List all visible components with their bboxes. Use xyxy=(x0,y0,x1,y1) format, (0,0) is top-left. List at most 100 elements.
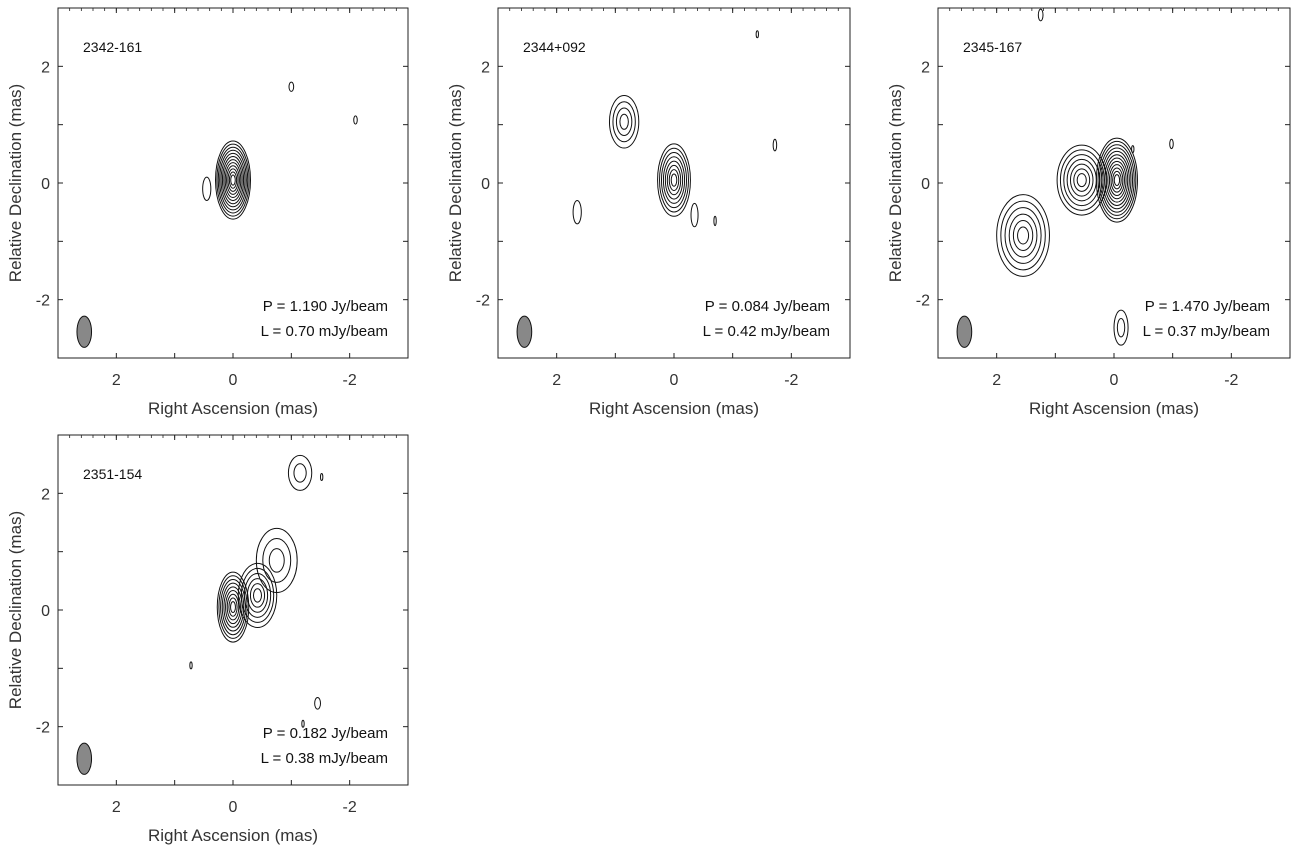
y-tick-label: 2 xyxy=(41,59,50,76)
contour-level xyxy=(240,567,275,623)
contour-level xyxy=(666,164,682,196)
contour-level xyxy=(615,107,633,137)
y-tick-label: 2 xyxy=(41,486,50,503)
contour-level xyxy=(220,578,246,636)
x-tick-label: 2 xyxy=(112,799,121,816)
contour-level xyxy=(230,174,236,186)
contour-level xyxy=(224,162,242,199)
y-tick-label: -2 xyxy=(916,293,930,310)
y-tick-label: 2 xyxy=(921,59,930,76)
panel-2342-161: 2 0 -2 2 0 -2 Right Ascension (mas) Relative De… xyxy=(6,7,409,418)
contour-level xyxy=(262,537,292,583)
contour-level xyxy=(1113,174,1121,187)
contour-level xyxy=(249,583,266,608)
peak-annotation: P = 0.182 Jy/beam xyxy=(263,725,388,742)
x-tick-label: 2 xyxy=(992,372,1001,389)
beam-ellipse xyxy=(956,315,973,348)
contour-level xyxy=(216,571,250,643)
beam-ellipse xyxy=(76,315,93,348)
contour-level xyxy=(1012,220,1034,251)
source-name: 2344+092 xyxy=(523,39,586,55)
source-name: 2345-167 xyxy=(963,39,1022,55)
contour-level xyxy=(218,575,248,639)
panel-2344+092: 2 0 -2 2 0 -2 Right Ascension (mas) Relative De… xyxy=(446,7,851,418)
contour-level xyxy=(220,152,246,208)
peak-annotation: P = 0.084 Jy/beam xyxy=(705,298,830,315)
y-tick-label: -2 xyxy=(476,293,490,310)
contour-level xyxy=(1076,173,1087,188)
x-axis-title: Right Ascension (mas) xyxy=(1029,399,1199,418)
contour-group xyxy=(189,454,324,728)
contour-level xyxy=(1112,170,1122,190)
contour-level xyxy=(660,152,688,209)
contour-level xyxy=(287,454,313,491)
contour-level xyxy=(1100,147,1134,213)
x-tick-label: -2 xyxy=(343,372,357,389)
y-tick-label: -2 xyxy=(36,720,50,737)
contour-level xyxy=(320,473,324,481)
contour-level xyxy=(243,572,272,618)
y-tick-label: 0 xyxy=(41,603,50,620)
lowest-contour-annotation: L = 0.42 mJy/beam xyxy=(703,323,830,340)
x-tick-label: -2 xyxy=(343,799,357,816)
contour-level xyxy=(1000,200,1046,271)
contour-level xyxy=(215,140,251,220)
contour-level xyxy=(1037,8,1044,22)
panel-2345-167: 2 0 -2 2 0 -2 Right Ascension (mas) Relative De… xyxy=(886,7,1291,418)
contour-level xyxy=(226,165,240,195)
lowest-contour-annotation: L = 0.37 mJy/beam xyxy=(1143,323,1270,340)
contour-level xyxy=(293,463,307,483)
beam-ellipse xyxy=(76,742,93,775)
contour-level xyxy=(1110,167,1124,193)
contour-level xyxy=(1108,164,1125,196)
y-axis-title: Relative Declination (mas) xyxy=(446,84,465,282)
contour-level xyxy=(1059,149,1104,211)
contour-level xyxy=(668,169,680,191)
y-tick-label: 0 xyxy=(41,176,50,193)
contour-level xyxy=(772,138,778,152)
x-axis-title: Right Ascension (mas) xyxy=(148,399,318,418)
contour-level xyxy=(1102,150,1132,210)
contour-level xyxy=(225,590,241,625)
contour-level xyxy=(221,155,245,205)
contour-level xyxy=(288,81,295,92)
contour-level xyxy=(226,593,240,621)
x-tick-label: -2 xyxy=(784,372,798,389)
x-tick-label: -2 xyxy=(1224,372,1238,389)
peak-annotation: P = 1.190 Jy/beam xyxy=(263,298,388,315)
contour-level xyxy=(189,661,193,670)
contour-level xyxy=(619,113,629,130)
contour-level xyxy=(664,160,684,200)
peak-annotation: P = 1.470 Jy/beam xyxy=(1145,298,1270,315)
contour-level xyxy=(1008,213,1038,258)
contour-level xyxy=(1116,317,1126,338)
contour-level xyxy=(219,149,247,211)
x-tick-label: 2 xyxy=(552,372,561,389)
y-tick-label: 0 xyxy=(481,176,490,193)
contour-level xyxy=(230,601,236,614)
contour-level xyxy=(662,156,686,204)
contour-level xyxy=(1017,226,1030,245)
contour-level xyxy=(1097,140,1137,220)
x-tick-label: 0 xyxy=(229,372,238,389)
contour-level xyxy=(1069,163,1094,197)
beam-ellipse xyxy=(516,315,533,348)
contour-level xyxy=(572,200,582,225)
contour-level xyxy=(216,143,250,217)
lowest-contour-annotation: L = 0.70 mJy/beam xyxy=(261,323,388,340)
contour-level xyxy=(1066,158,1097,202)
contour-level xyxy=(301,719,305,728)
contour-group xyxy=(996,8,1174,346)
contour-level xyxy=(228,171,238,189)
source-name: 2342-161 xyxy=(83,39,142,55)
y-axis-title: Relative Declination (mas) xyxy=(886,84,905,282)
y-axis-title: Relative Declination (mas) xyxy=(6,84,25,282)
y-tick-label: 2 xyxy=(481,59,490,76)
contour-level xyxy=(1063,154,1101,207)
x-axis-title: Right Ascension (mas) xyxy=(148,826,318,845)
contour-level xyxy=(237,562,278,629)
x-tick-label: 2 xyxy=(112,372,121,389)
contour-level xyxy=(1131,145,1135,154)
y-tick-label: -2 xyxy=(36,293,50,310)
contour-level xyxy=(252,588,263,603)
